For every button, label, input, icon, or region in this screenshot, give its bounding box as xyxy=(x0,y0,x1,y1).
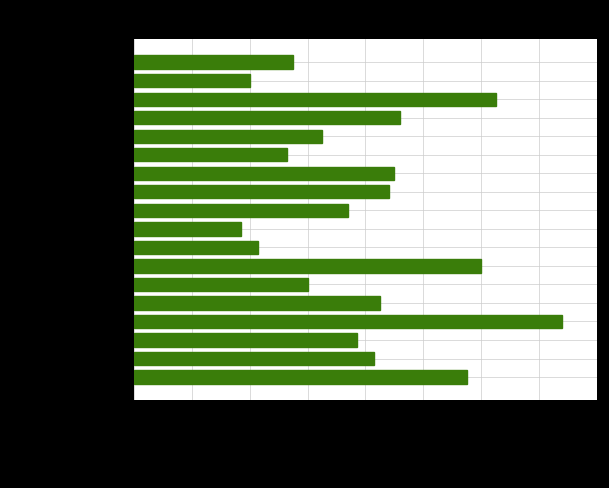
Bar xyxy=(134,278,308,291)
Bar xyxy=(134,166,395,180)
Bar xyxy=(134,74,250,87)
Bar xyxy=(134,111,400,124)
Bar xyxy=(134,222,241,236)
Bar xyxy=(134,296,380,310)
Bar xyxy=(134,185,389,199)
Bar xyxy=(134,315,562,328)
Bar xyxy=(134,93,496,106)
Bar xyxy=(134,333,357,346)
Bar xyxy=(134,352,374,365)
Bar xyxy=(134,259,481,273)
Bar xyxy=(134,370,466,384)
Bar xyxy=(134,129,322,143)
Bar xyxy=(134,148,287,162)
Bar xyxy=(134,56,293,69)
Bar xyxy=(134,241,258,254)
Bar xyxy=(134,203,348,217)
